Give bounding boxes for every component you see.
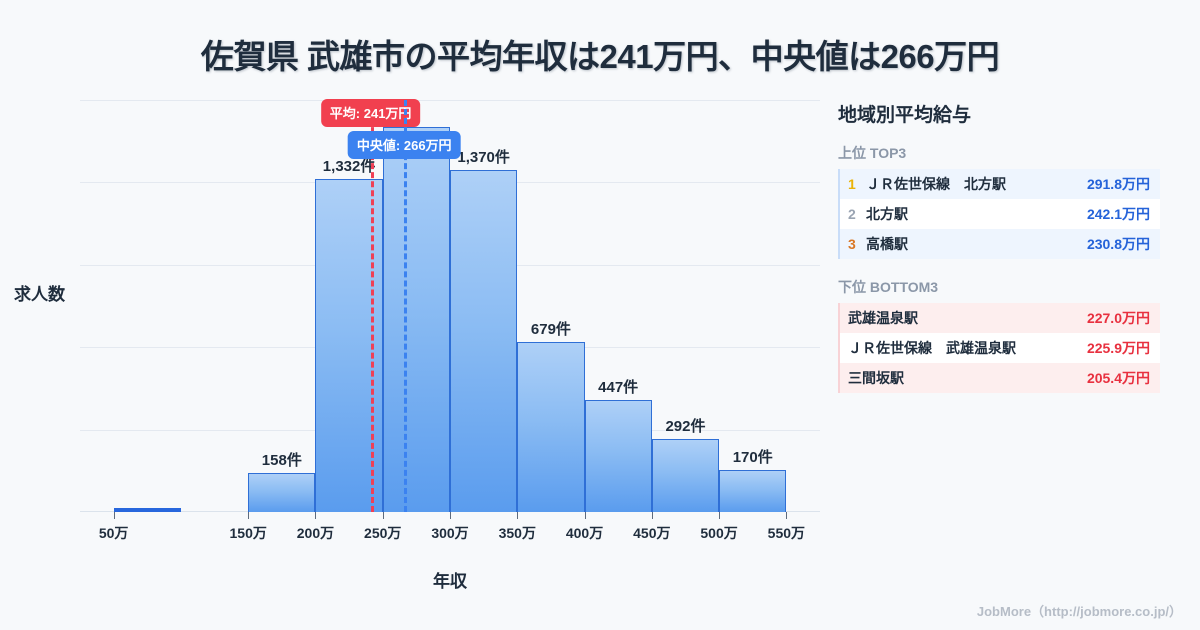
histogram-chart: 求人数 158件 1,332件 1,370件 679件 447件 292件 170件 50万 1…	[0, 95, 830, 595]
average-salary-value: 205.4万円	[1086, 370, 1150, 386]
station-name: ＪＲ佐世保線 北方駅	[866, 176, 1006, 192]
x-axis-title: 年収	[433, 572, 467, 591]
rank-row[interactable]: 2 北方駅 242.1万円	[838, 199, 1160, 229]
x-axis-tick-label: 200万	[296, 525, 335, 541]
histogram-bar	[248, 472, 316, 512]
x-axis-tick	[382, 512, 384, 519]
top3-table: 1 ＪＲ佐世保線 北方駅 291.8万円 2 北方駅 242.1万円 3 高橋駅 230.8万円	[838, 169, 1160, 259]
bar-value-label: 158件	[261, 451, 302, 469]
x-axis-tick	[315, 512, 317, 519]
rank-number: 3	[848, 236, 856, 252]
rank-number: 1	[848, 176, 856, 192]
average-salary-value: 291.8万円	[1086, 176, 1150, 192]
bar-value-label: 1,370件	[457, 148, 510, 166]
average-salary-value: 242.1万円	[1086, 206, 1150, 222]
histogram-bar	[113, 508, 181, 512]
average-salary-value: 230.8万円	[1086, 236, 1150, 252]
plot-area: 158件 1,332件 1,370件 679件 447件 292件 170件 50万 150万 2…	[80, 99, 820, 541]
histogram-bar	[517, 342, 585, 512]
histogram-bar	[382, 127, 450, 512]
x-axis-tick-label: 300万	[431, 525, 469, 541]
bar-value-label: 679件	[530, 321, 571, 339]
gridline	[80, 100, 820, 101]
histogram-bar	[584, 400, 652, 512]
station-name: 北方駅	[866, 206, 908, 222]
top3-group-label: 上位 TOP3	[838, 145, 907, 161]
x-axis-tick	[719, 512, 721, 519]
mean-line	[370, 100, 374, 512]
bar-value-label: 170件	[732, 448, 773, 466]
histogram-bar	[651, 439, 720, 512]
median-line	[404, 100, 408, 512]
x-axis-tick	[651, 512, 653, 519]
x-axis-tick-label: 450万	[633, 525, 671, 541]
x-axis-tick-label: 400万	[565, 525, 604, 541]
x-axis-tick	[517, 512, 519, 519]
x-axis-tick	[113, 512, 115, 519]
x-axis-tick-label: 500万	[700, 525, 738, 541]
x-axis-tick	[248, 512, 250, 519]
histogram-bar	[719, 469, 787, 512]
mean-badge: 平均: 241万円	[320, 99, 421, 127]
bar-value-label: 292件	[665, 418, 706, 436]
rank-row[interactable]: 三間坂駅 205.4万円	[838, 363, 1160, 393]
side-panel: 地域別平均給与 上位 TOP3 1 ＪＲ佐世保線 北方駅 291.8万円 2 北方駅 24…	[838, 100, 1168, 411]
histogram-bar	[450, 169, 518, 512]
rank-row[interactable]: ＪＲ佐世保線 武雄温泉駅 225.9万円	[838, 333, 1160, 363]
median-badge: 中央値: 266万円	[347, 131, 461, 159]
station-name: 武雄温泉駅	[848, 310, 918, 326]
station-name: ＪＲ佐世保線 武雄温泉駅	[848, 340, 1016, 356]
station-name: 高橋駅	[866, 236, 908, 252]
x-axis-tick-label: 150万	[229, 525, 267, 541]
x-axis-tick-label: 350万	[498, 525, 536, 541]
station-name: 三間坂駅	[848, 370, 904, 386]
x-axis-tick-label: 550万	[767, 525, 806, 541]
x-axis-tick	[450, 512, 451, 519]
bottom3-table: 武雄温泉駅 227.0万円 ＪＲ佐世保線 武雄温泉駅 225.9万円三間坂駅 205.4…	[838, 303, 1160, 393]
x-axis-tick	[786, 512, 788, 519]
page-title: 佐賀県 武雄市の平均年収は241万円、中央値は266万円	[200, 38, 1000, 75]
average-salary-value: 225.9万円	[1086, 340, 1150, 356]
x-axis-tick	[584, 512, 586, 519]
bar-value-label: 1,332件	[322, 158, 376, 176]
side-panel-title: 地域別平均給与	[838, 105, 972, 126]
footer-credit: JobMore（http://jobmore.co.jp/）	[976, 604, 1182, 619]
average-salary-value: 227.0万円	[1086, 310, 1150, 326]
y-axis-title: 求人数	[14, 285, 65, 304]
rank-number: 2	[848, 206, 856, 222]
rank-row[interactable]: 武雄温泉駅 227.0万円	[838, 303, 1160, 333]
rank-row[interactable]: 1 ＪＲ佐世保線 北方駅 291.8万円	[838, 169, 1160, 199]
bottom3-group-label: 下位 BOTTOM3	[838, 279, 939, 295]
bar-value-label: 447件	[598, 379, 639, 397]
x-axis-tick-label: 50万	[98, 525, 129, 541]
rank-row[interactable]: 3 高橋駅 230.8万円	[838, 229, 1160, 259]
x-axis-tick-label: 250万	[364, 525, 402, 541]
